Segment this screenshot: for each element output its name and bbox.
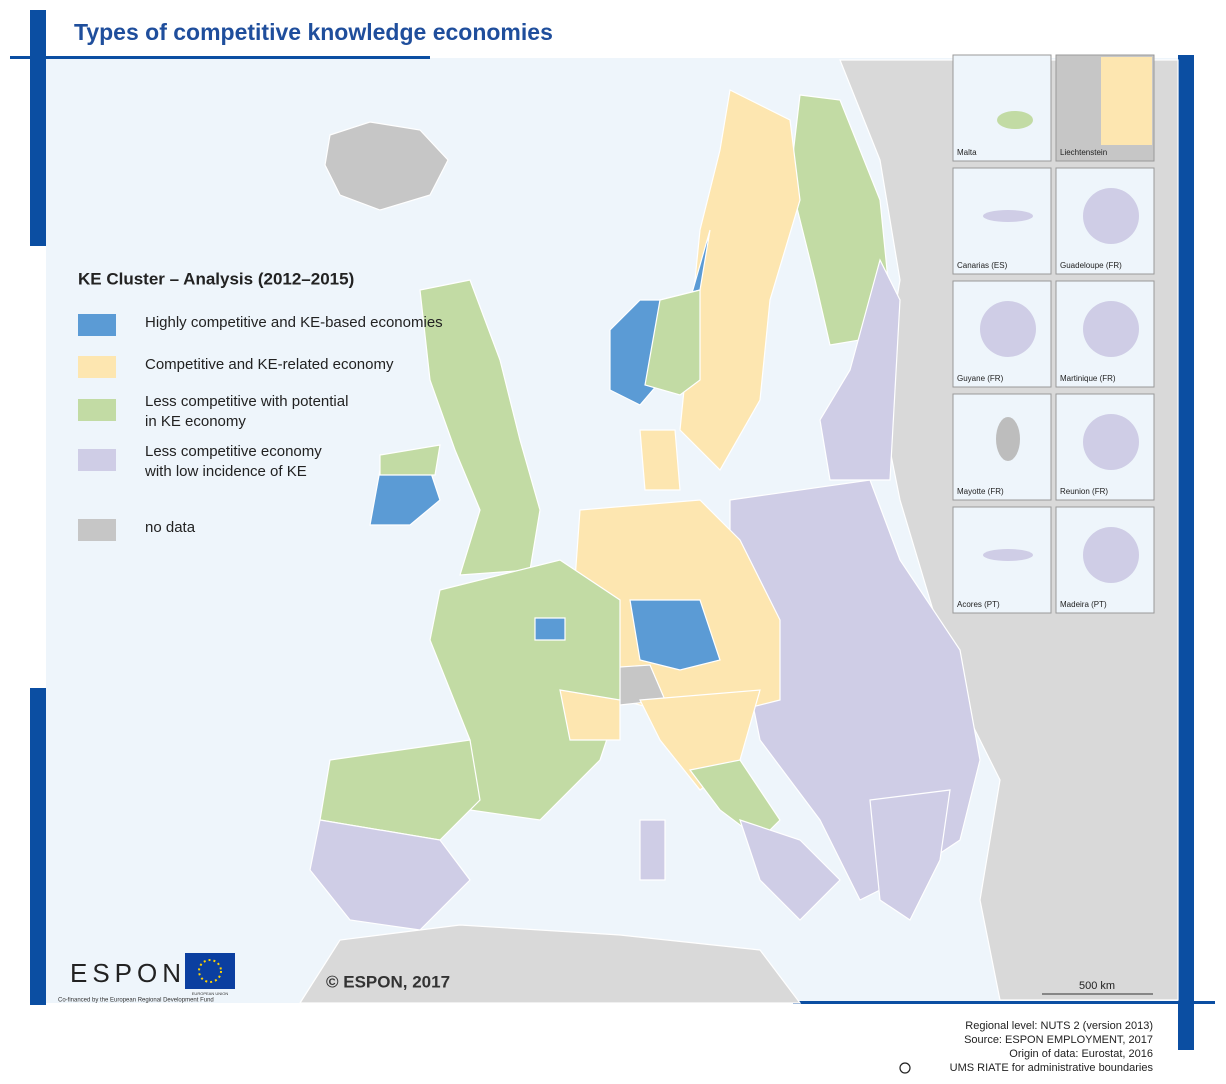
- footer-line: Origin of data: Eurostat, 2016: [1009, 1048, 1153, 1060]
- north-africa: [298, 924, 802, 1004]
- inset-label: Acores (PT): [957, 600, 1000, 609]
- legend-swatch: [78, 399, 116, 421]
- copyright: © ESPON, 2017: [326, 972, 450, 991]
- inset-land: [1083, 188, 1139, 244]
- inset-label: Liechtenstein: [1060, 148, 1107, 157]
- frame-bar: [30, 10, 46, 246]
- france: [429, 559, 621, 821]
- south-italy: [739, 819, 841, 921]
- denmark: [639, 429, 681, 491]
- eu-stars: [198, 959, 222, 983]
- scale-label: 500 km: [1079, 980, 1115, 992]
- eu-label: EUROPEAN UNION: [192, 991, 229, 996]
- inset-land: [1083, 414, 1139, 470]
- legend-swatch: [78, 314, 116, 336]
- legend-label: Competitive and KE-related economy: [145, 356, 394, 373]
- inset-label: Malta: [957, 148, 977, 157]
- legend-label: Highly competitive and KE-based economie…: [145, 314, 443, 331]
- footer-line: Source: ESPON EMPLOYMENT, 2017: [964, 1034, 1153, 1046]
- cc-icon: [899, 1062, 911, 1074]
- legend-label: Less competitive economy: [145, 443, 322, 460]
- inset-land: [1101, 57, 1152, 145]
- legend: KE Cluster – Analysis (2012–2015) Highly…: [78, 269, 443, 541]
- legend-swatch: [78, 449, 116, 471]
- north-spain: [319, 739, 481, 841]
- legend-label: with low incidence of KE: [144, 463, 307, 480]
- legend-label: Less competitive with potential: [145, 393, 348, 410]
- frame-line: [793, 1001, 1215, 1004]
- inset-label: Madeira (PT): [1060, 600, 1107, 609]
- legend-label: in KE economy: [145, 413, 246, 430]
- legend-title: KE Cluster – Analysis (2012–2015): [78, 269, 354, 288]
- ireland-north: [379, 444, 441, 476]
- inset-label: Guyane (FR): [957, 374, 1004, 383]
- frame-bar: [30, 688, 46, 1005]
- inset-label: Guadeloupe (FR): [1060, 261, 1122, 270]
- eu-flag: [185, 953, 235, 989]
- inset-label: Mayotte (FR): [957, 487, 1004, 496]
- inset-label: Canarias (ES): [957, 261, 1008, 270]
- legend-swatch: [78, 519, 116, 541]
- greece: [869, 789, 951, 921]
- sardinia: [639, 819, 666, 881]
- inset-land: [1083, 527, 1139, 583]
- footer: Regional level: NUTS 2 (version 2013) Sou…: [899, 1020, 1154, 1074]
- inset-frame: [952, 54, 1052, 162]
- frame-line: [10, 56, 430, 59]
- inset-land: [980, 301, 1036, 357]
- inset-label: Reunion (FR): [1060, 487, 1108, 496]
- inset-land: [997, 111, 1033, 129]
- inset-land: [983, 549, 1033, 561]
- iceland: [324, 121, 449, 211]
- sweden: [679, 89, 801, 471]
- insets: Malta Liechtenstein Canarias (ES) Guadeloup…: [952, 54, 1155, 614]
- title: Types of competitive knowledge economies: [74, 19, 553, 45]
- inset-label: Martinique (FR): [1060, 374, 1116, 383]
- inset-land: [996, 417, 1020, 461]
- paris: [534, 617, 566, 641]
- espon-logo: ESPON: [70, 958, 186, 988]
- rhone-alpes: [559, 689, 621, 741]
- footer-line: UMS RIATE for administrative boundaries: [950, 1062, 1154, 1074]
- legend-swatch: [78, 356, 116, 378]
- cofinanced-text: Co-financed by the European Regional Dev…: [58, 998, 214, 1004]
- south-spain: [309, 819, 471, 931]
- legend-label: no data: [145, 519, 196, 536]
- frame-bar: [1178, 55, 1194, 1050]
- norway-east: [644, 289, 701, 396]
- south-germany: [629, 599, 721, 671]
- inset-land: [1083, 301, 1139, 357]
- baltics: [819, 258, 901, 481]
- footer-line: Regional level: NUTS 2 (version 2013): [965, 1020, 1153, 1032]
- inset-land: [983, 210, 1033, 222]
